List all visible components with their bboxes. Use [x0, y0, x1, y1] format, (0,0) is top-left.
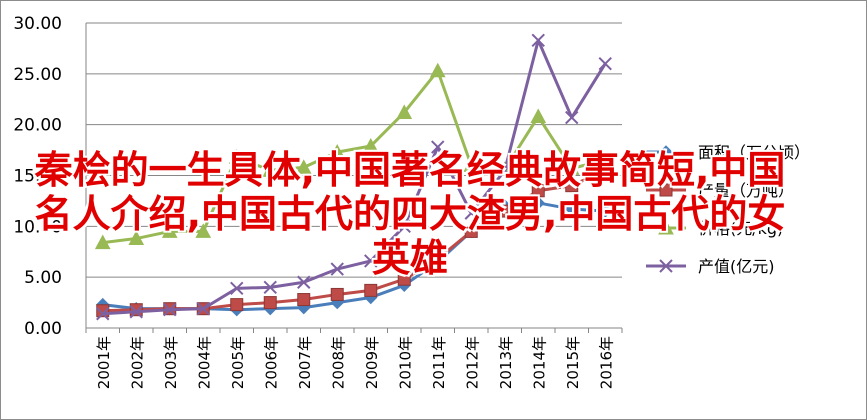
x-tick-label: 2015年: [564, 336, 582, 389]
data-point: [330, 262, 344, 276]
data-point: [396, 104, 413, 119]
data-point: [161, 223, 178, 238]
data-point: [364, 283, 378, 297]
data-point: [530, 108, 547, 124]
data-point: [297, 275, 311, 289]
data-point: [464, 206, 478, 220]
data-point: [330, 287, 344, 301]
data-point: [565, 202, 579, 216]
y-tick-label: 0.00: [24, 319, 62, 339]
data-point: [163, 302, 177, 317]
data-point: [129, 303, 143, 317]
x-tick-label: 2004年: [195, 336, 213, 389]
x-tick-label: 2002年: [128, 336, 146, 389]
data-point: [96, 307, 110, 321]
series-2: [96, 163, 612, 318]
data-point: [297, 293, 311, 307]
y-tick-label: 30.00: [13, 14, 62, 34]
data-point: [531, 196, 545, 210]
data-point: [463, 157, 480, 172]
legend-marker: [659, 259, 673, 273]
legend-marker: [659, 183, 673, 197]
legend-marker: [658, 219, 674, 235]
data-point: [196, 301, 210, 316]
series-3: [94, 62, 614, 250]
y-tick-label: 5.00: [24, 268, 62, 288]
legend-label: 产量（万吨）: [698, 181, 794, 200]
series-line: [102, 69, 606, 245]
series-line: [102, 169, 606, 313]
y-tick-label: 25.00: [13, 65, 62, 85]
x-tick-label: 2006年: [262, 336, 280, 389]
x-tick-label: 2012年: [463, 336, 481, 389]
data-point: [94, 234, 111, 250]
x-tick-label: 2016年: [597, 336, 615, 389]
legend-label: 面积（万公顷）: [698, 143, 810, 162]
data-point: [397, 219, 411, 234]
data-point: [598, 56, 612, 71]
x-tick-label: 2014年: [530, 336, 548, 389]
legend-item: 产量（万吨）: [646, 181, 794, 200]
data-point: [195, 223, 212, 238]
y-tick-label: 20.00: [13, 116, 62, 136]
data-point: [128, 230, 145, 246]
x-tick-label: 2005年: [229, 336, 247, 389]
data-point: [563, 160, 580, 175]
data-point: [431, 252, 445, 266]
series-4: [96, 33, 612, 321]
data-point: [228, 149, 245, 164]
legend-marker: [659, 145, 673, 159]
series-1: [96, 196, 612, 317]
x-tick-label: 2007年: [296, 336, 314, 389]
data-point: [230, 298, 244, 312]
data-point: [397, 272, 411, 286]
legend-label: 价格(元/kg): [698, 219, 783, 238]
data-point: [598, 204, 612, 218]
data-point: [565, 179, 579, 193]
data-point: [129, 305, 143, 319]
data-point: [329, 144, 346, 159]
x-tick-label: 2009年: [363, 336, 381, 389]
data-point: [431, 140, 445, 154]
y-tick-label: 10.00: [13, 217, 62, 237]
data-point: [531, 33, 545, 47]
x-tick-label: 2001年: [95, 336, 113, 389]
data-point: [362, 137, 379, 153]
x-tick-label: 2011年: [430, 336, 448, 389]
legend-label: 产值(亿元): [698, 257, 775, 276]
data-point: [565, 110, 579, 125]
x-tick-label: 2008年: [329, 336, 347, 389]
data-point: [464, 224, 478, 238]
data-point: [364, 254, 378, 268]
x-tick-label: 2010年: [396, 336, 414, 389]
data-point: [230, 281, 244, 296]
x-tick-label: 2013年: [497, 336, 515, 389]
data-point: [263, 296, 277, 310]
data-point: [597, 152, 614, 167]
legend-item: 产值(亿元): [646, 257, 775, 276]
data-point: [498, 204, 512, 218]
y-tick-label: 15.00: [13, 167, 62, 187]
data-point: [531, 184, 545, 198]
data-point: [263, 280, 277, 295]
legend-item: 面积（万公顷）: [646, 143, 810, 162]
data-point: [262, 162, 279, 177]
data-point: [429, 62, 446, 78]
x-tick-label: 2003年: [162, 336, 180, 389]
data-point: [295, 159, 312, 174]
legend-item: 价格(元/kg): [646, 219, 783, 238]
data-point: [498, 163, 512, 178]
series-line: [102, 38, 607, 316]
